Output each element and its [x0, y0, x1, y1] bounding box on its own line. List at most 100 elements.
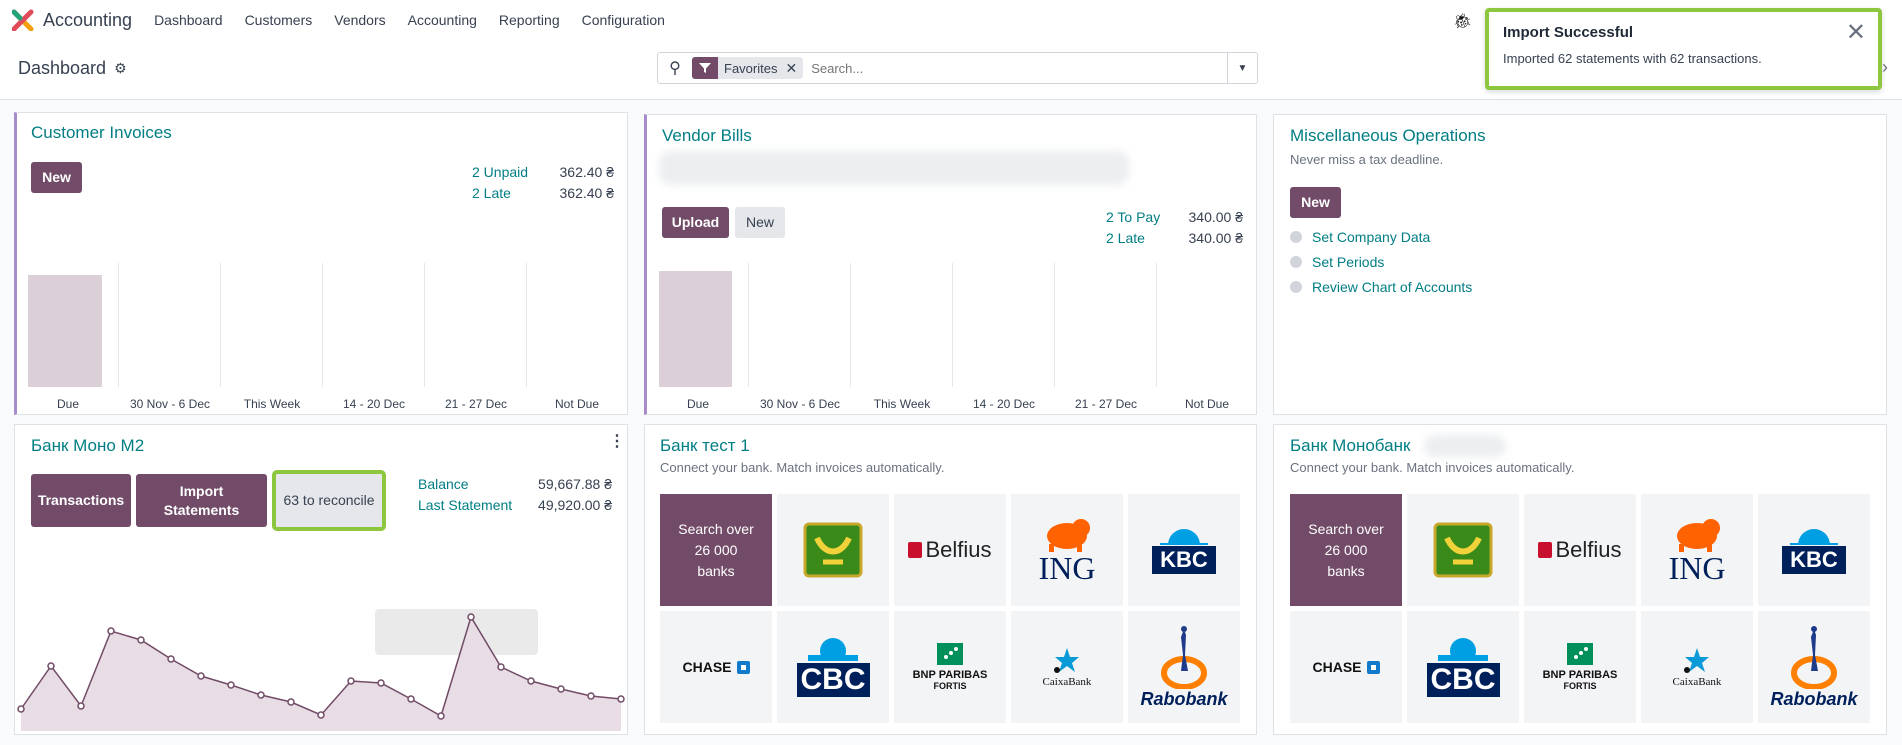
bank-tile-caixabank[interactable]: CaixaBank — [1011, 611, 1123, 723]
ing-lion-icon — [1047, 519, 1090, 552]
chevron-right-icon[interactable]: › — [1882, 57, 1888, 77]
caixa-wordmark: CaixaBank — [1042, 676, 1092, 688]
stat-late[interactable]: 2 Late 362.40 ₴ — [472, 185, 614, 203]
new-operation-button[interactable]: New — [1290, 187, 1341, 218]
bank-tile-bnp-paribas-fortis[interactable]: BNP PARIBAS FORTIS — [894, 611, 1006, 723]
bank-tile-rabobank[interactable]: Rabobank — [1128, 611, 1240, 723]
bnp-wordmark-line1: BNP PARIBAS — [912, 669, 988, 681]
stat-label[interactable]: Balance — [418, 476, 469, 492]
bank-tile-belfius[interactable]: Belfius — [894, 494, 1006, 606]
chase-octagon-icon — [736, 660, 750, 674]
nav-accounting[interactable]: Accounting — [407, 12, 477, 28]
stat-value: 362.40 ₴ — [559, 164, 615, 180]
bank-tile-bnp-paribas-fortis[interactable]: BNP PARIBAS FORTIS — [1524, 611, 1636, 723]
caixa-wordmark: CaixaBank — [1672, 676, 1722, 688]
reconcile-button[interactable]: 63 to reconcile — [272, 470, 386, 531]
bank-tile-belfius[interactable]: Belfius — [1524, 494, 1636, 606]
belfius-wordmark: Belfius — [925, 537, 992, 562]
bank-tile-chase[interactable]: CHASE — [1290, 611, 1402, 723]
nav-reporting[interactable]: Reporting — [498, 12, 560, 28]
app-logo-icon[interactable] — [11, 9, 34, 32]
stat-unpaid[interactable]: 2 Unpaid 362.40 ₴ — [472, 164, 614, 182]
stat-balance[interactable]: Balance 59,667.88 ₴ — [418, 476, 612, 494]
stat-label[interactable]: 2 Late — [472, 185, 511, 201]
search-banks-tile[interactable]: Search over 26 000 banks — [1290, 494, 1402, 606]
bank-tile-ing[interactable]: ING — [1641, 494, 1753, 606]
bank-tile-rabobank[interactable]: Rabobank — [1758, 611, 1870, 723]
bills-aging-graph[interactable]: Due 30 Nov - 6 Dec This Week 14 - 20 Dec… — [647, 263, 1257, 411]
bank-monobank-card: Банк Монобанк Connect your bank. Match i… — [1273, 424, 1887, 735]
bank-tile-green-logo[interactable] — [1407, 494, 1519, 606]
import-statements-button[interactable]: Import Statements — [136, 474, 267, 527]
search-input[interactable] — [811, 60, 1227, 76]
upload-button[interactable]: Upload — [662, 207, 729, 238]
balance-line-graph[interactable] — [15, 581, 625, 731]
stat-label[interactable]: 2 Unpaid — [472, 164, 529, 180]
todo-label[interactable]: Set Periods — [1312, 254, 1385, 270]
nav-customers[interactable]: Customers — [244, 12, 313, 28]
todo-review-chart-of-accounts[interactable]: Review Chart of Accounts — [1290, 279, 1472, 295]
stat-label[interactable]: 2 To Pay — [1106, 209, 1161, 225]
new-invoice-button[interactable]: New — [31, 162, 82, 193]
bnp-wordmark-line2: FORTIS — [1563, 681, 1597, 691]
close-icon[interactable]: ✕ — [1845, 19, 1866, 46]
graph-bar-due[interactable] — [659, 271, 732, 387]
stat-last-statement[interactable]: Last Statement 49,920.00 ₴ — [418, 497, 612, 515]
search-options-toggle-icon[interactable]: ▼ — [1227, 53, 1257, 83]
nav-vendors[interactable]: Vendors — [334, 12, 386, 28]
bank-tile-green-logo[interactable] — [777, 494, 889, 606]
stat-label[interactable]: 2 Late — [1106, 230, 1145, 246]
bank-tile-chase[interactable]: CHASE — [660, 611, 772, 723]
card-title[interactable]: Банк тест 1 — [660, 436, 750, 455]
bnp-wordmark-line1: BNP PARIBAS — [1542, 669, 1618, 681]
bank-tile-ing[interactable]: ING — [1011, 494, 1123, 606]
todo-set-periods[interactable]: Set Periods — [1290, 254, 1384, 270]
card-title[interactable]: Miscellaneous Operations — [1290, 126, 1486, 145]
customer-invoices-card: Customer Invoices New 2 Unpaid 362.40 ₴ … — [14, 112, 628, 415]
gear-icon[interactable]: ⚙ — [114, 60, 127, 76]
new-bill-button[interactable]: New — [735, 207, 785, 238]
bank-tile-kbc[interactable]: KBC — [1758, 494, 1870, 606]
bank-tile-cbc[interactable]: CBC — [1407, 611, 1519, 723]
stat-to-pay[interactable]: 2 To Pay 340.00 ₴ — [1106, 209, 1243, 227]
bank-tile-kbc[interactable]: KBC — [1128, 494, 1240, 606]
stat-value: 362.40 ₴ — [559, 185, 615, 201]
todo-set-company-data[interactable]: Set Company Data — [1290, 229, 1430, 245]
graph-bar-due[interactable] — [28, 275, 102, 387]
transactions-button[interactable]: Transactions — [31, 474, 131, 527]
todo-label[interactable]: Review Chart of Accounts — [1312, 279, 1473, 295]
toast-body: Imported 62 statements with 62 transacti… — [1503, 51, 1762, 66]
card-title[interactable]: Customer Invoices — [31, 123, 172, 142]
bank-tile-caixabank[interactable]: CaixaBank — [1641, 611, 1753, 723]
stat-label[interactable]: Last Statement — [418, 497, 513, 513]
bank-tile-cbc[interactable]: CBC — [777, 611, 889, 723]
graph-label: Due — [56, 397, 79, 411]
ing-lion-icon — [1677, 519, 1720, 552]
card-title[interactable]: Банк Моно М2 — [31, 436, 145, 455]
stat-late[interactable]: 2 Late 340.00 ₴ — [1106, 230, 1243, 248]
card-title[interactable]: Банк Монобанк — [1290, 436, 1411, 455]
cbc-wordmark: CBC — [1426, 663, 1500, 697]
search-banks-tile[interactable]: Search over 26 000 banks — [660, 494, 772, 606]
nav-configuration[interactable]: Configuration — [581, 12, 665, 28]
app-name[interactable]: Accounting — [43, 9, 133, 30]
graph-label: 30 Nov - 6 Dec — [129, 397, 211, 411]
cbc-logo-icon — [808, 638, 858, 661]
debug-bug-icon[interactable]: 🐞︎ — [1453, 13, 1473, 30]
todo-label[interactable]: Set Company Data — [1312, 229, 1431, 245]
facet-remove-icon[interactable]: ✕ — [785, 59, 798, 76]
graph-tooltip — [375, 609, 538, 655]
search-icon[interactable]: ⚲ — [669, 60, 681, 77]
card-title[interactable]: Vendor Bills — [662, 126, 752, 145]
belfius-logo-icon — [1538, 542, 1553, 558]
nav-dashboard[interactable]: Dashboard — [154, 12, 223, 28]
more-options-icon[interactable]: ⋮ — [609, 433, 625, 450]
invoice-aging-graph[interactable]: Due 30 Nov - 6 Dec This Week 14 - 20 Dec… — [17, 263, 627, 411]
toast-title: Import Successful — [1503, 24, 1634, 41]
card-subtitle: Never miss a tax deadline. — [1290, 152, 1444, 167]
caixa-star-icon — [1054, 648, 1079, 673]
green-bank-logo-icon — [1433, 522, 1493, 578]
kbc-logo-icon — [1790, 528, 1838, 545]
belfius-wordmark: Belfius — [1555, 537, 1622, 562]
vendor-bills-card: Vendor Bills Upload New 2 To Pay 340.00 … — [644, 114, 1257, 415]
